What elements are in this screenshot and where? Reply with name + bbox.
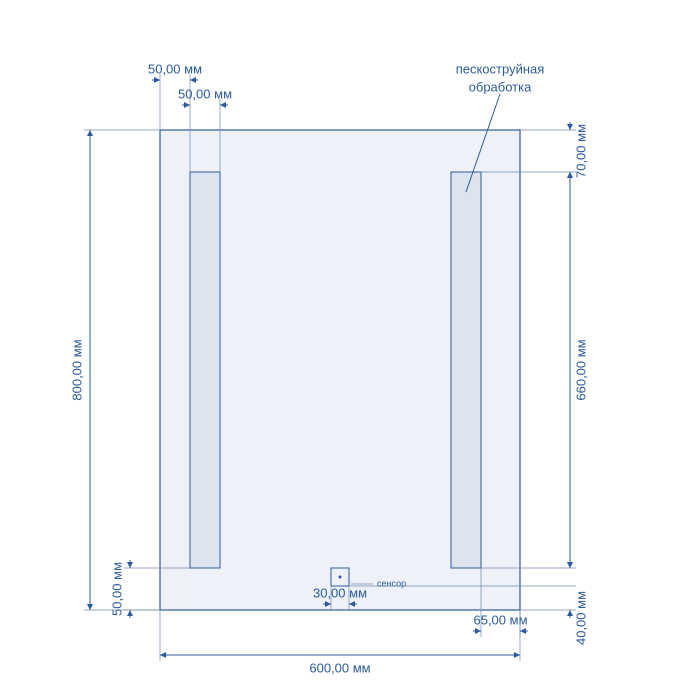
svg-text:30,00 мм: 30,00 мм: [313, 585, 367, 600]
svg-text:сенсор: сенсор: [377, 578, 406, 588]
svg-text:65,00 мм: 65,00 мм: [473, 612, 527, 627]
svg-text:обработка: обработка: [469, 79, 532, 94]
svg-text:70,00 мм: 70,00 мм: [573, 124, 588, 178]
svg-text:600,00 мм: 600,00 мм: [309, 660, 370, 675]
svg-text:пескоструйная: пескоструйная: [456, 61, 545, 76]
svg-text:40,00 мм: 40,00 мм: [573, 591, 588, 645]
svg-text:50,00 мм: 50,00 мм: [178, 86, 232, 101]
svg-text:50,00 мм: 50,00 мм: [109, 562, 124, 616]
sandblast-strip-left: [190, 172, 220, 568]
svg-text:800,00 мм: 800,00 мм: [69, 339, 84, 400]
sandblast-strip-right: [451, 172, 481, 568]
svg-text:50,00 мм: 50,00 мм: [148, 61, 202, 76]
svg-text:660,00 мм: 660,00 мм: [573, 339, 588, 400]
